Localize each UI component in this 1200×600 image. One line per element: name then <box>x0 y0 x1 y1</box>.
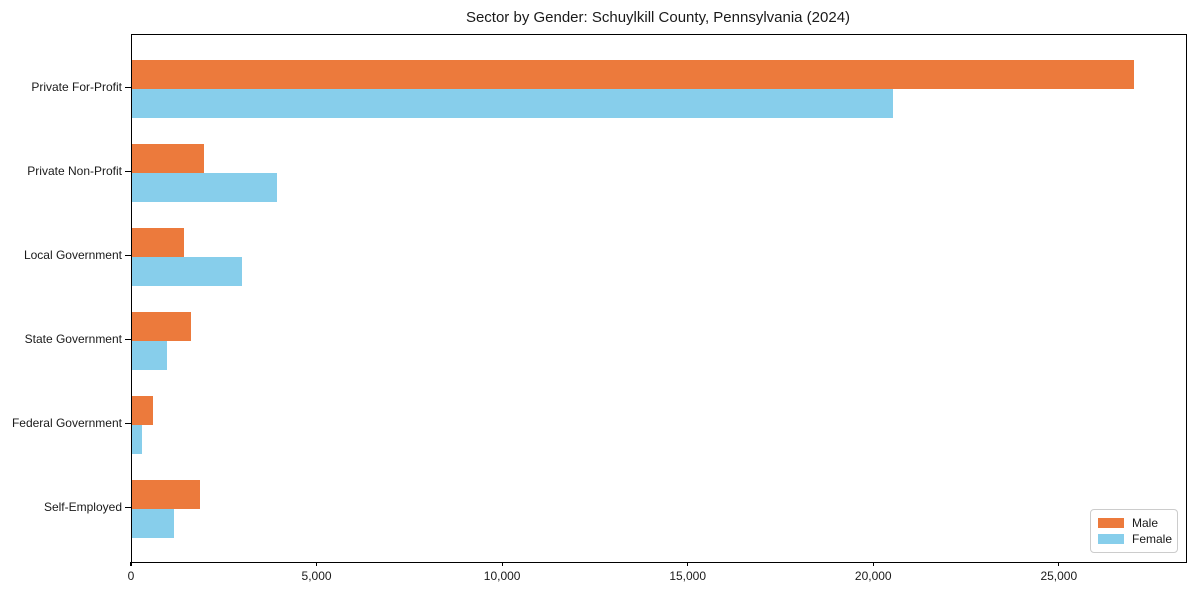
bar-male-private-non-profit <box>132 143 205 173</box>
bar-male-self-employed <box>132 479 200 509</box>
bar-female-self-employed <box>132 508 174 538</box>
chart-title: Sector by Gender: Schuylkill County, Pen… <box>465 9 851 26</box>
y-tick-label-local-government: Local Government <box>23 247 122 262</box>
y-tick-label-state-government: State Government <box>24 331 122 346</box>
legend-entry-female: Female <box>1098 532 1173 546</box>
y-tick-mark <box>125 506 131 509</box>
legend-label-female: Female <box>1132 532 1173 546</box>
x-tick-label-25-000: 25,000 <box>1040 569 1078 583</box>
bar-female-state-government <box>132 340 167 370</box>
x-tick-mark <box>687 562 689 567</box>
x-tick-mark <box>872 562 874 567</box>
bar-female-local-government <box>132 256 242 286</box>
bar-female-private-non-profit <box>132 172 277 202</box>
y-tick-label-private-for-profit: Private For-Profit <box>31 79 122 94</box>
x-tick-mark <box>1058 562 1060 567</box>
x-tick-mark <box>501 562 503 567</box>
bar-female-private-for-profit <box>132 88 893 118</box>
bar-male-private-for-profit <box>132 59 1134 89</box>
y-tick-label-self-employed: Self-Employed <box>43 499 122 514</box>
legend: Male Female <box>1090 509 1178 553</box>
x-tick-label-10-000: 10,000 <box>483 569 521 583</box>
legend-swatch-male <box>1098 518 1124 528</box>
x-tick-label-20-000: 20,000 <box>854 569 892 583</box>
x-tick-label-5-000: 5,000 <box>301 569 332 583</box>
legend-entry-male: Male <box>1098 516 1170 530</box>
bar-male-federal-government <box>132 395 153 425</box>
legend-label-male: Male <box>1132 516 1159 530</box>
bar-female-federal-government <box>132 424 142 454</box>
x-tick-mark <box>315 562 318 567</box>
bar-male-local-government <box>132 227 184 257</box>
y-tick-label-federal-government: Federal Government <box>11 415 122 430</box>
bar-male-state-government <box>132 311 192 341</box>
x-tick-label-15-000: 15,000 <box>669 569 707 583</box>
y-tick-mark <box>125 254 131 257</box>
y-tick-mark <box>125 338 131 341</box>
legend-swatch-female <box>1098 534 1124 544</box>
y-tick-mark <box>125 170 131 173</box>
y-tick-label-private-non-profit: Private Non-Profit <box>27 163 122 178</box>
y-tick-mark <box>125 86 131 89</box>
x-tick-label-0: 0 <box>127 569 135 583</box>
plot-area <box>131 34 1187 563</box>
x-tick-mark <box>130 562 132 567</box>
y-tick-mark <box>125 422 131 425</box>
